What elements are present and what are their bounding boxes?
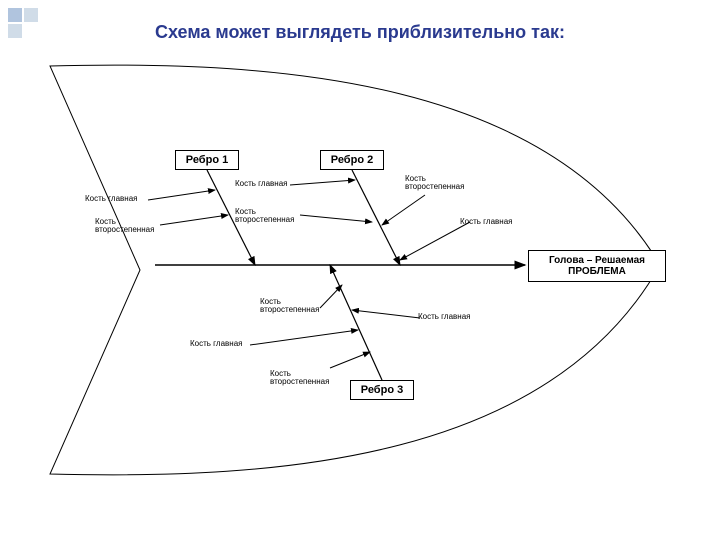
rib-box-2: Ребро 2 <box>320 150 384 170</box>
bone-label-10: Кость главная <box>418 313 470 321</box>
bone-label-3: Кость главная <box>235 180 287 188</box>
bone-label-9: Костьвторостепенная <box>270 370 329 387</box>
bone-label-1: Кость главная <box>85 195 137 203</box>
bone-label-4: Костьвторостепенная <box>235 208 294 225</box>
bone-label-8: Кость главная <box>190 340 242 348</box>
bone-label-2: Костьвторостепенная <box>95 218 154 235</box>
rib-box-1: Ребро 1 <box>175 150 239 170</box>
bone-label-7: Костьвторостепенная <box>260 298 319 315</box>
head-box: Голова – РешаемаяПРОБЛЕМА <box>528 250 666 282</box>
rib-box-3: Ребро 3 <box>350 380 414 400</box>
bone-label-6: Кость главная <box>460 218 512 226</box>
bone-label-5: Костьвторостепенная <box>405 175 464 192</box>
